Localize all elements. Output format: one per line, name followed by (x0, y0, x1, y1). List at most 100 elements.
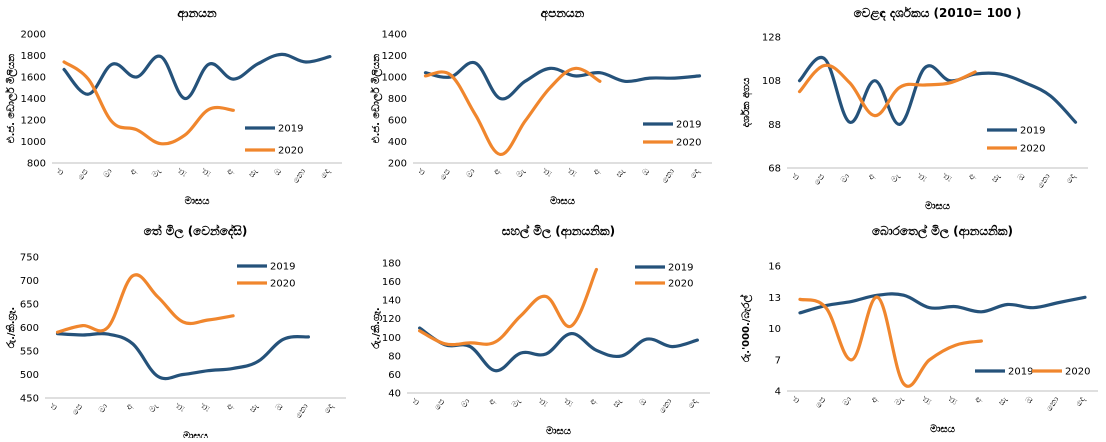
x-tick-label: නො (660, 167, 677, 186)
legend-label-2019: 2019 (676, 120, 701, 131)
y-axis-label: රු./කි.ග්‍රෑ. (370, 307, 383, 348)
series-line-2019 (418, 326, 699, 373)
x-tick-label: මැ (889, 171, 902, 184)
y-tick-label: 2000 (21, 30, 46, 41)
x-tick-label: ජූ (566, 167, 578, 178)
x-axis-label: මාසය (546, 425, 572, 437)
x-tick-label: දෙ (319, 167, 333, 181)
x-tick-label: මැ (893, 394, 906, 407)
trade-index-chart: වෙළඳ දර්ශකය (2010= 100 ) 68 88 108 128 ජ පෙ මා අ… (735, 0, 1106, 212)
series-line-2020 (423, 66, 602, 156)
y-tick-label: 100 (382, 333, 401, 344)
y-tick-label: 1400 (21, 94, 46, 105)
x-tick-label: සැ (997, 394, 1010, 407)
x-tick-label: ඔ (274, 401, 286, 412)
x-tick-label: ජූ (541, 167, 553, 178)
x-tick-label: ඔ (638, 396, 650, 407)
x-tick-label: පෙ (812, 172, 827, 187)
y-tick-label: 7 (775, 355, 781, 366)
x-tick-label: දෙ (686, 397, 700, 411)
x-tick-label: අ (869, 394, 881, 405)
x-tick-label: දෙ (688, 167, 702, 181)
y-tick-label: 1200 (382, 51, 407, 62)
x-tick-label: ජ (49, 402, 61, 413)
x-tick-label: අ (973, 394, 985, 405)
x-tick-label: මා (841, 395, 854, 408)
y-axis-label: රු.'000./බැරල් (739, 294, 753, 362)
series-line-2019 (797, 55, 1078, 126)
y-tick-label: 60 (388, 370, 401, 381)
y-tick-label: 4 (775, 387, 781, 398)
x-axis-label: මාසය (930, 423, 956, 435)
x-tick-label: පෙ (438, 167, 453, 182)
y-tick-label: 10 (768, 324, 781, 335)
y-tick-label: 16 (768, 262, 781, 273)
x-tick-label: ජ (55, 167, 67, 178)
series-line-2019 (423, 60, 702, 101)
legend-label-2020: 2020 (676, 138, 701, 149)
x-tick-label: දෙ (1074, 395, 1088, 409)
y-axis-label: දර්ශක අගය (739, 77, 753, 128)
x-tick-label: නො (1045, 395, 1062, 414)
y-tick-label: 1800 (21, 51, 46, 62)
x-tick-label: නො (291, 167, 308, 186)
y-tick-label: 88 (768, 120, 781, 131)
x-tick-label: මා (97, 402, 110, 415)
x-tick-label: ඔ (1016, 171, 1028, 182)
x-tick-label: ජූ (562, 397, 574, 408)
x-tick-label: ජ (791, 395, 803, 406)
x-tick-label: සැ (247, 166, 260, 179)
y-tick-label: 200 (388, 159, 407, 170)
y-axis-label: එ.ජ. ඩොලර් මිලියන (369, 54, 383, 143)
x-axis-label: මාසය (925, 200, 951, 210)
x-tick-label: මා (839, 172, 852, 185)
y-tick-label: 450 (20, 394, 39, 405)
y-tick-label: 600 (388, 116, 407, 127)
x-tick-label: ජ (416, 167, 428, 178)
x-tick-label: ජූ (941, 172, 953, 183)
x-tick-label: ජූ (200, 167, 212, 178)
series-line-2020 (55, 273, 235, 334)
series-line-2020 (798, 295, 983, 388)
x-tick-label: සැ (990, 171, 1003, 184)
x-tick-label: මා (464, 167, 477, 180)
series-line-2019 (55, 331, 310, 381)
y-tick-label: 700 (20, 276, 39, 287)
y-tick-label: 128 (762, 33, 781, 44)
x-tick-label: ජ (411, 397, 423, 408)
chart-title: සහල් මිල (ආනයනික) (502, 224, 615, 240)
y-tick-label: 1200 (21, 116, 46, 127)
x-tick-label: සැ (614, 166, 627, 179)
y-tick-label: 140 (382, 296, 401, 307)
series-line-2019 (62, 52, 332, 101)
legend-label-2019: 2019 (1020, 126, 1045, 137)
series-line-2020 (418, 267, 598, 347)
x-tick-label: සැ (611, 396, 624, 409)
y-tick-label: 750 (20, 253, 39, 264)
legend-label-2019: 2019 (270, 262, 295, 273)
y-tick-label: 160 (382, 277, 401, 288)
x-tick-label: අ (591, 166, 603, 177)
x-tick-label: අ (491, 166, 503, 177)
crude-oil-price-chart: බොරතෙල් මිල (ආනයනික) 4 7 10 13 16 ජ පෙ මා අ මැ ජූ ජූ… (735, 218, 1106, 438)
exports-chart: අපනයන 200 400 600 800 1000 1200 1400 ජ පෙ මා අ මැ ජූ ජ… (365, 0, 730, 210)
y-tick-label: 120 (382, 314, 401, 325)
x-tick-label: ජ (791, 172, 803, 183)
x-tick-label: දෙ (1064, 172, 1078, 186)
x-tick-label: නො (294, 402, 311, 421)
x-tick-label: මැ (150, 166, 163, 179)
y-tick-label: 650 (20, 300, 39, 311)
y-tick-label: 1400 (382, 30, 407, 41)
x-axis-label: මාසය (550, 195, 576, 207)
y-tick-label: 500 (20, 370, 39, 381)
legend-label-2019: 2019 (1008, 367, 1033, 378)
x-tick-label: අ (128, 166, 140, 177)
x-tick-label: මා (459, 397, 472, 410)
x-tick-label: අ (124, 401, 136, 412)
y-tick-label: 1000 (21, 137, 46, 148)
chart-title: ආනයන (177, 6, 216, 21)
y-tick-label: 108 (762, 76, 781, 87)
legend-label-2020: 2020 (668, 279, 693, 290)
x-tick-label: අ (866, 171, 878, 182)
y-tick-label: 80 (388, 351, 401, 362)
